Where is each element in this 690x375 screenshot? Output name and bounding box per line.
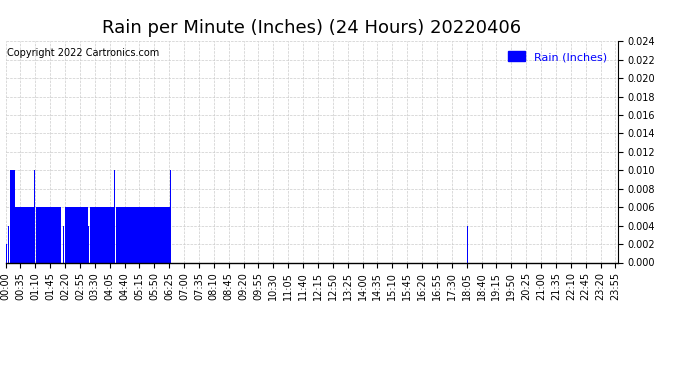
Legend: Rain (Inches): Rain (Inches) <box>504 47 611 66</box>
Text: Copyright 2022 Cartronics.com: Copyright 2022 Cartronics.com <box>7 48 159 58</box>
Title: Rain per Minute (Inches) (24 Hours) 20220406: Rain per Minute (Inches) (24 Hours) 2022… <box>102 19 521 37</box>
